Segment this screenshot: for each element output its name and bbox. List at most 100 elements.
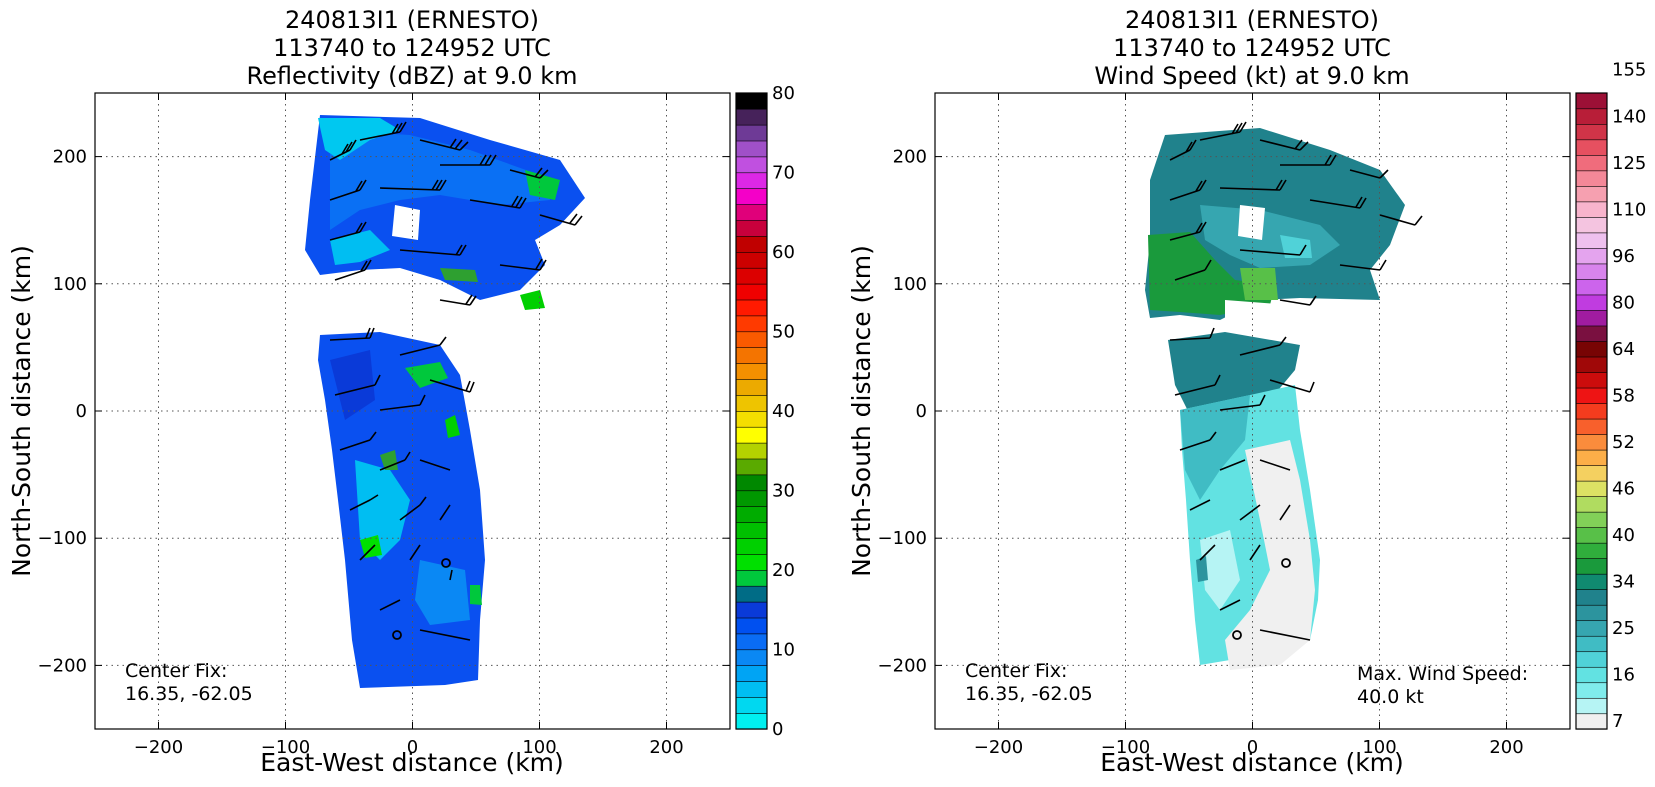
colorbar-segment — [1575, 139, 1608, 156]
colorbar-segment — [1575, 294, 1608, 311]
x-tick-label: 200 — [1489, 737, 1523, 758]
colorbar-tick-label: 16 — [1612, 665, 1635, 686]
colorbar-frame — [1575, 92, 1608, 730]
y-tick-label: −200 — [38, 655, 87, 676]
colorbar-segment — [735, 235, 768, 253]
left-field-south-dark — [330, 350, 375, 420]
left-axes: Center Fix: 16.35, -62.05 −200 −100 0 100 20… — [38, 92, 731, 758]
colorbar-tick-label: 25 — [1612, 618, 1635, 639]
colorbar-segment — [735, 410, 768, 428]
left-field-south-light — [355, 460, 410, 560]
x-tick-label: −200 — [134, 737, 183, 758]
colorbar-segment — [735, 315, 768, 333]
wind-speed-panel: 240813I1 (ERNESTO) 113740 to 124952 UTC … — [847, 6, 1646, 777]
right-field-north-gap — [1238, 205, 1265, 240]
colorbar-segment — [1575, 356, 1608, 373]
y-tick-label: 200 — [893, 147, 927, 168]
colorbar-segment — [1575, 201, 1608, 218]
colorbar-tick-label: 155 — [1612, 60, 1646, 81]
colorbar-segment — [735, 442, 768, 460]
colorbar-segment — [735, 617, 768, 635]
colorbar-tick-label: 80 — [1612, 292, 1635, 313]
y-tick-label: −200 — [878, 655, 927, 676]
x-tick-label: −100 — [261, 737, 310, 758]
colorbar-segment — [735, 108, 768, 126]
colorbar-segment — [735, 458, 768, 476]
colorbar-segment — [735, 601, 768, 619]
left-gridlines — [95, 93, 730, 729]
colorbar-segment — [1575, 92, 1608, 110]
colorbar-segment — [735, 188, 768, 205]
y-tick-label: 0 — [916, 401, 927, 422]
colorbar-tick-label: 46 — [1612, 479, 1635, 500]
colorbar-segment — [735, 378, 768, 396]
right-plot-area — [1145, 128, 1405, 670]
y-tick-label: −100 — [878, 528, 927, 549]
colorbar-segment — [1575, 527, 1608, 544]
right-field-north-gap-2 — [1225, 300, 1300, 320]
left-echo-south-4 — [470, 585, 482, 605]
colorbar-segment — [1575, 604, 1608, 622]
colorbar-segment — [1575, 278, 1608, 296]
colorbar-segment — [1575, 558, 1608, 575]
colorbar-segment — [735, 506, 768, 523]
left-colorbar: 0 10 20 30 40 50 60 70 80 — [735, 83, 795, 740]
colorbar-frame — [735, 92, 768, 730]
colorbar-segment — [1575, 433, 1608, 451]
colorbar-segment — [735, 299, 768, 317]
colorbar-segment — [1575, 449, 1608, 466]
x-tick-label: 100 — [522, 737, 556, 758]
colorbar-tick-label: 34 — [1612, 572, 1635, 593]
colorbar-segment — [735, 665, 768, 682]
colorbar-segment — [1575, 402, 1608, 420]
colorbar-segment — [1575, 247, 1608, 265]
colorbar-segment — [1575, 589, 1608, 606]
left-wind-barbs — [329, 121, 583, 641]
left-title-line-2: 113740 to 124952 UTC — [273, 34, 551, 62]
right-field-north-green-2 — [1240, 268, 1278, 300]
right-calm-marker-2 — [1232, 630, 1242, 640]
colorbar-segment — [1575, 108, 1608, 125]
colorbar-tick-label: 110 — [1612, 199, 1646, 220]
colorbar-segment — [1575, 511, 1608, 528]
colorbar-segment — [1575, 325, 1608, 342]
colorbar-tick-label: 140 — [1612, 106, 1646, 127]
right-colorbar: 7 16 25 34 40 46 52 58 64 80 96 110 125 140 155 — [1575, 60, 1646, 732]
colorbar-segment — [735, 172, 768, 190]
colorbar-segment — [735, 521, 768, 539]
colorbar-tick-label: 60 — [772, 242, 795, 263]
right-title-line-3: Wind Speed (kt) at 9.0 km — [1094, 62, 1409, 90]
left-field-north-inner — [330, 130, 550, 230]
colorbar-segment — [1575, 464, 1608, 482]
colorbar-segment — [1575, 635, 1608, 653]
colorbar-segment — [735, 712, 768, 730]
colorbar-segment — [1575, 620, 1608, 637]
y-tick-label: 200 — [53, 147, 87, 168]
right-title-line-1: 240813I1 (ERNESTO) — [1125, 6, 1379, 34]
colorbar-segment — [735, 283, 768, 301]
colorbar-tick-label: 30 — [772, 481, 795, 502]
colorbar-segment — [735, 156, 768, 174]
left-field-north-light — [318, 118, 400, 160]
x-tick-label: −200 — [974, 737, 1023, 758]
colorbar-segment — [1575, 340, 1608, 358]
left-field-north-light-2 — [330, 230, 390, 265]
right-x-axis-label: East-West distance (km) — [1100, 748, 1404, 777]
colorbar-segment — [735, 219, 768, 237]
left-center-fix-label: Center Fix: — [125, 660, 227, 682]
colorbar-segment — [1575, 666, 1608, 684]
x-tick-label: 100 — [1362, 737, 1396, 758]
colorbar-segment — [1575, 697, 1608, 715]
right-wind-barbs — [1169, 121, 1423, 641]
left-title-line-3: Reflectivity (dBZ) at 9.0 km — [247, 62, 578, 90]
x-tick-label: 0 — [407, 737, 418, 758]
colorbar-segment — [735, 585, 768, 603]
colorbar-segment — [1575, 573, 1608, 590]
colorbar-segment — [735, 426, 768, 444]
colorbar-tick-label: 58 — [1612, 385, 1635, 406]
y-tick-label: −100 — [38, 528, 87, 549]
colorbar-segment — [1575, 651, 1608, 668]
right-axes: Center Fix: 16.35, -62.05 Max. Wind Spee… — [878, 92, 1571, 758]
colorbar-segment — [1575, 387, 1608, 404]
